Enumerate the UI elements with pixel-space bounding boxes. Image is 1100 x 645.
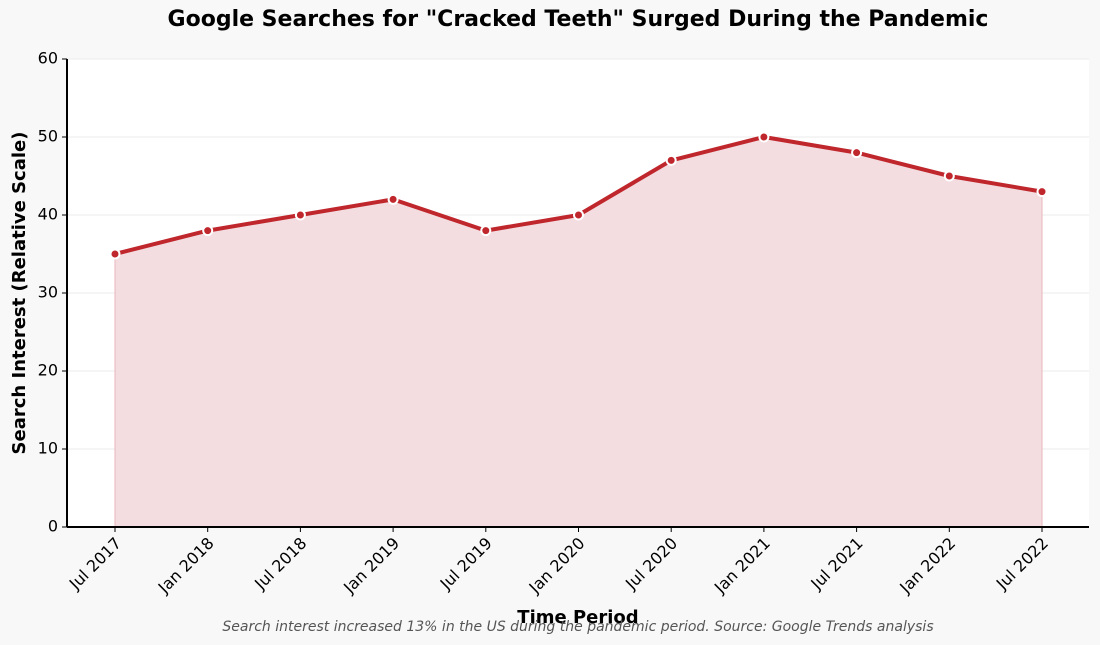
x-tick-label: Jul 2018 [250,534,310,594]
x-tick-label: Jul 2020 [621,534,681,594]
point [943,170,955,182]
x-tick-label: Jan 2022 [895,534,959,598]
y-tick-label: 10 [38,439,58,458]
x-tick-label: Jan 2019 [339,534,403,598]
x-tick-label: Jul 2022 [992,534,1052,594]
x-tick-label: Jan 2020 [525,534,589,598]
point [1036,186,1048,198]
point [109,248,121,260]
chart-title: Google Searches for "Cracked Teeth" Surg… [168,7,989,32]
x-tick-label: Jan 2021 [710,534,774,598]
y-tick-label: 20 [38,361,58,380]
y-tick-label: 40 [38,205,58,224]
x-tick-label: Jan 2018 [154,534,218,598]
point [851,147,863,159]
point [294,209,306,221]
x-tick-label: Jul 2021 [806,534,866,594]
x-axis-label: Time Period [517,607,638,628]
point [202,225,214,237]
y-tick-label: 30 [38,283,58,302]
y-tick-label: 50 [38,127,58,146]
point [758,131,770,143]
y-tick-label: 0 [48,517,58,536]
x-tick-label: Jul 2019 [436,534,496,594]
y-tick-label: 60 [38,49,58,68]
point [573,209,584,221]
point [480,225,492,237]
point [387,193,399,205]
footnote: Search interest increased 13% in the US … [222,619,933,635]
point [665,154,677,166]
x-tick-label: Jul 2017 [65,534,125,594]
y-axis-label: Search Interest (Relative Scale) [9,132,30,455]
